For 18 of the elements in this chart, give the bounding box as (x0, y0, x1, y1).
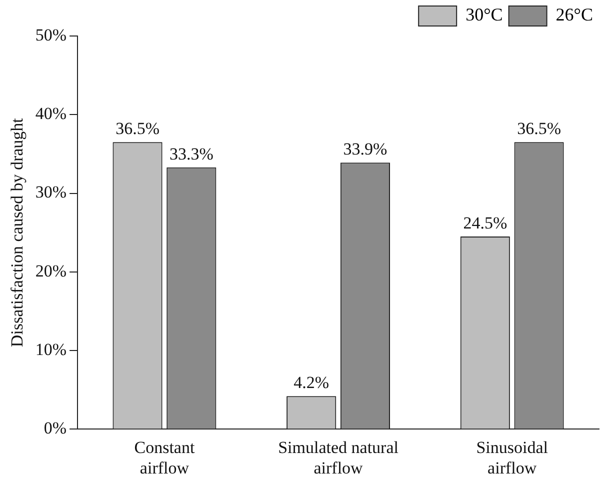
y-tick-label: 50% (35, 25, 67, 44)
data-label: 33.9% (343, 140, 388, 159)
data-label: 4.2% (294, 373, 330, 392)
legend-label: 26°C (556, 4, 594, 25)
legend-label: 30°C (466, 4, 503, 25)
y-tick-label: 0% (44, 418, 67, 438)
x-tick-label: Sinusoidal airflow (476, 438, 548, 478)
y-tick-label: 10% (35, 340, 67, 360)
data-label: 36.5% (517, 119, 561, 138)
x-tick-label: Constant airflow (134, 438, 195, 478)
data-label: 24.5% (463, 214, 508, 232)
y-tick-label: 40% (35, 104, 67, 124)
y-axis-title: Dissatisfaction caused by draught (8, 118, 27, 348)
y-tick-label: 30% (35, 182, 67, 202)
data-label: 36.5% (116, 119, 160, 138)
x-tick-label: Simulated natural airflow (278, 438, 399, 478)
data-label: 33.3% (169, 144, 214, 164)
y-tick-label: 20% (35, 261, 67, 280)
